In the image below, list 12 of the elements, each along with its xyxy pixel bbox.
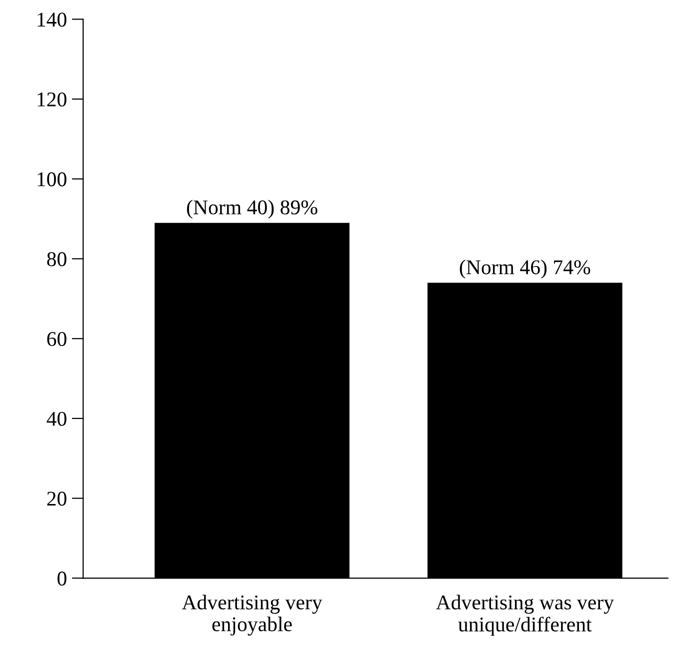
x-tick-label: Advertising very enjoyable bbox=[182, 594, 322, 636]
y-tick-label: 20 bbox=[47, 492, 66, 506]
y-tick-label: 0 bbox=[58, 572, 66, 586]
data-label: (Norm 46) 74% bbox=[460, 260, 590, 279]
y-tick-label: 140 bbox=[38, 12, 66, 27]
y-tick-label: 120 bbox=[38, 92, 66, 107]
data-label: (Norm 40) 89% bbox=[187, 200, 318, 219]
y-tick-label: 60 bbox=[47, 332, 66, 346]
x-tick-label: Advertising was very unique/different bbox=[436, 594, 614, 636]
y-tick-label: 80 bbox=[47, 252, 66, 266]
y-tick-label: 40 bbox=[46, 412, 66, 426]
y-tick-label: 100 bbox=[38, 172, 66, 186]
